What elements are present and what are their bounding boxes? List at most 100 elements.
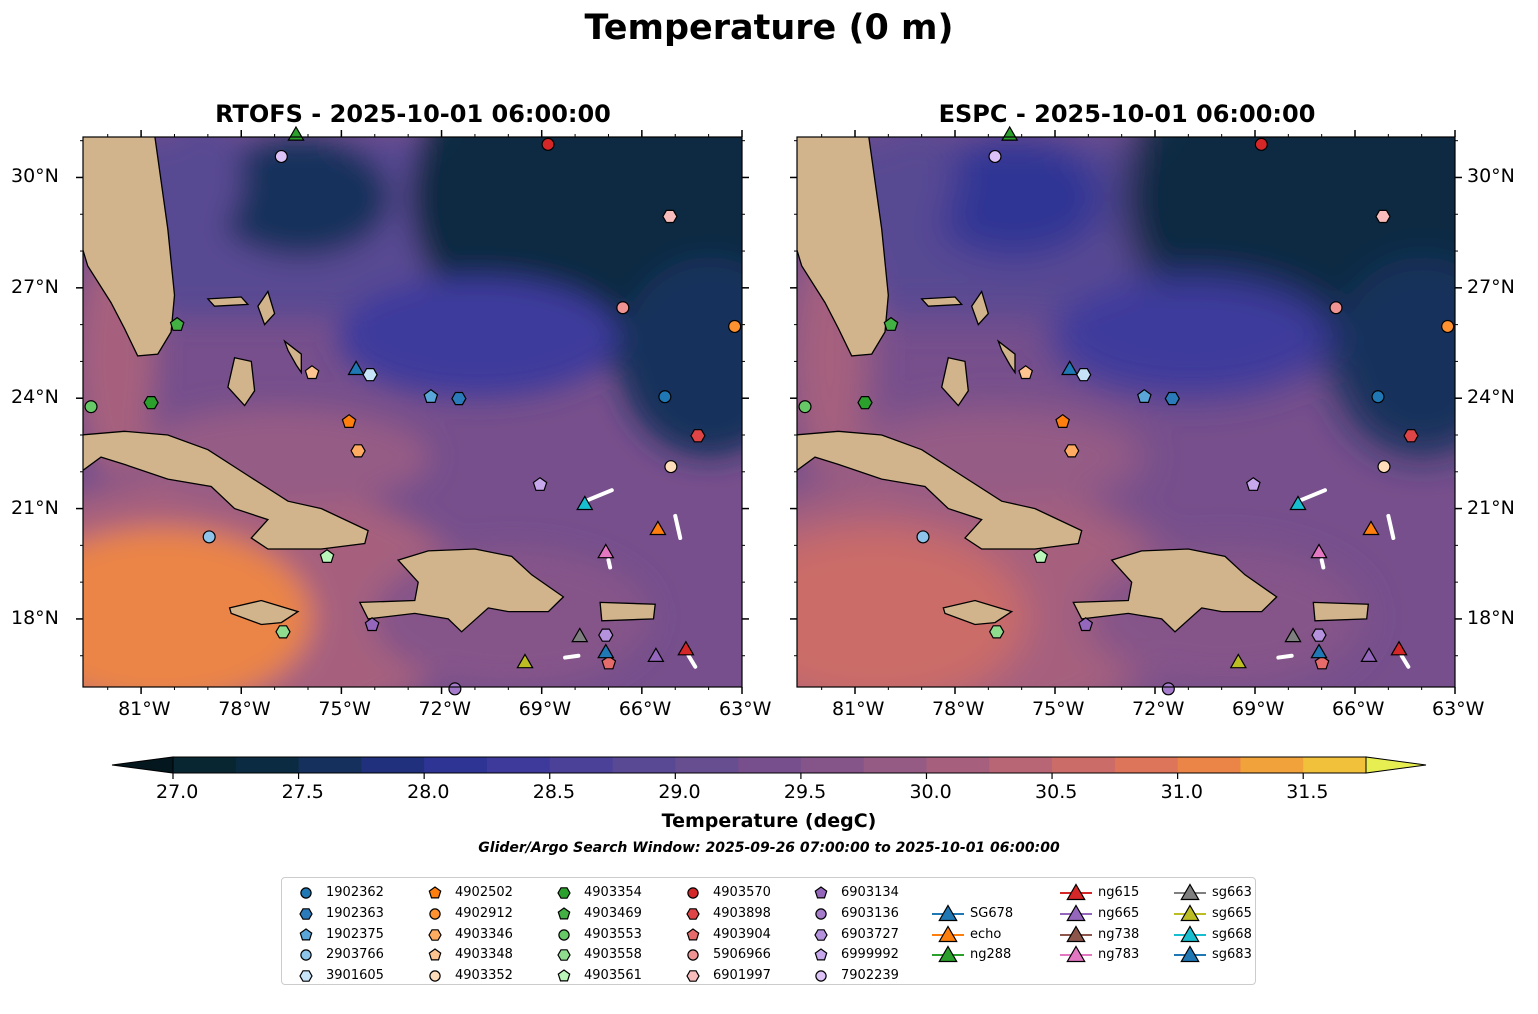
land-abaco (257, 290, 276, 326)
marker-3901605 (1076, 368, 1092, 382)
legend-marker-hexagon-icon (814, 928, 828, 941)
lat-tick-label: 27°N (11, 275, 59, 298)
land-grandbahama (920, 296, 964, 307)
lat-tick-label: 18°N (1467, 606, 1515, 629)
glider-track (1386, 513, 1396, 541)
marker-sg665 (1229, 653, 1247, 669)
colorbar-segment (173, 757, 237, 773)
legend-label: 4903558 (584, 947, 642, 963)
legend-marker-triangle-icon (938, 945, 958, 963)
legend-marker-hexagon-icon (686, 907, 700, 920)
marker-4903346 (1064, 444, 1080, 458)
land-andros (227, 356, 256, 407)
lon-tick-label: 75°W (1032, 698, 1085, 720)
lon-tick-label: 69°W (1232, 698, 1285, 720)
colorbar-tick-label: 31.0 (1160, 781, 1203, 803)
legend-marker-circle-icon (687, 887, 699, 899)
glider-track (606, 558, 613, 570)
legend-marker-hexagon-icon (299, 907, 313, 920)
land-jamaica (942, 599, 1014, 626)
legend-label: 1902362 (326, 885, 384, 900)
colorbar-tick-label: 28.5 (532, 781, 576, 803)
marker-4903354 (143, 396, 159, 410)
marker-sg665 (516, 653, 534, 669)
marker-4903348 (1018, 365, 1034, 380)
marker-6903727 (1311, 628, 1327, 642)
colorbar-segment (1177, 757, 1241, 773)
legend-marker-pentagon-icon (814, 886, 828, 899)
lon-tick-label: 78°W (932, 698, 985, 720)
land-puertorico (599, 601, 656, 622)
marker-1902363 (1164, 391, 1180, 406)
marker-4903558 (989, 625, 1005, 639)
marker-4902502 (341, 413, 357, 428)
legend-marker-hexagon-icon (686, 970, 700, 982)
lon-tick-label: 81°W (832, 698, 885, 720)
legend-label: 4903352 (455, 968, 513, 984)
marker-4903570 (541, 137, 555, 151)
legend-label: sg683 (1212, 947, 1252, 963)
marker-3901605 (362, 368, 378, 382)
legend-marker-circle-icon (815, 970, 827, 982)
lat-tick-label: 30°N (11, 165, 59, 188)
map-frame (796, 136, 1456, 688)
legend-label: 4903469 (584, 905, 642, 921)
marker-1902375 (1136, 388, 1152, 403)
marker-ng665 (647, 647, 665, 663)
land-hispaniola (1072, 548, 1278, 633)
marker-4903469 (169, 316, 185, 331)
marker-5906966 (1329, 301, 1343, 315)
legend-marker-pentagon-icon (686, 927, 700, 941)
marker-4903904 (601, 655, 617, 670)
marker-ng665 (1360, 647, 1378, 663)
marker-2903766 (202, 530, 216, 544)
colorbar-segment (1052, 757, 1116, 773)
colorbar-extend-min (111, 756, 174, 774)
marker-sg663 (1284, 627, 1302, 643)
marker-sg668 (576, 495, 594, 511)
legend-label: echo (970, 926, 1002, 942)
glider-track (1319, 558, 1326, 570)
marker-1902375 (423, 388, 439, 403)
temperature-field (83, 137, 742, 687)
marker-7902239 (274, 149, 288, 164)
marker-6999992 (532, 476, 548, 491)
marker-4903898 (690, 429, 706, 443)
legend-label: sg668 (1212, 926, 1252, 942)
legend-label: 6903727 (841, 926, 899, 942)
colorbar-segment (298, 757, 362, 773)
legend-label: sg663 (1212, 885, 1252, 900)
legend-marker-pentagon-icon (428, 948, 442, 961)
colorbar-segment (800, 757, 865, 773)
glider-track (583, 488, 614, 504)
marker-ng615 (1390, 640, 1408, 656)
marker-6903134 (364, 617, 380, 632)
legend-label: ng738 (1098, 926, 1140, 942)
legend-marker-triangle-icon (1066, 904, 1086, 921)
glider-track (1296, 488, 1327, 504)
marker-4903553 (798, 400, 812, 414)
marker-4903553 (84, 400, 98, 414)
marker-echo (649, 520, 667, 536)
glider-track (673, 513, 683, 541)
marker-4903352 (664, 460, 678, 474)
legend-label: ng783 (1098, 947, 1140, 963)
map-frame (82, 136, 743, 688)
lat-tick-label: 27°N (1467, 275, 1515, 298)
legend-marker-triangle-icon (1180, 924, 1200, 942)
land-eleuthera (996, 339, 1016, 375)
legend-label: sg665 (1212, 905, 1252, 921)
marker-4902912 (728, 319, 742, 334)
legend-marker-triangle-icon (938, 924, 958, 942)
land-hispaniola (358, 548, 565, 633)
marker-4903469 (883, 316, 899, 331)
legend-label: 4902502 (455, 885, 513, 900)
legend: 1902362 1902363 1902375 2903766 3901605 49025… (281, 877, 1256, 985)
legend-label: 6999992 (841, 947, 899, 963)
legend-marker-circle-icon (687, 949, 699, 962)
legend-marker-pentagon-icon (428, 886, 442, 899)
legend-label: 4903348 (455, 947, 513, 963)
marker-6903727 (598, 628, 614, 642)
marker-ng615 (677, 640, 695, 656)
land-cuba (797, 430, 1083, 550)
